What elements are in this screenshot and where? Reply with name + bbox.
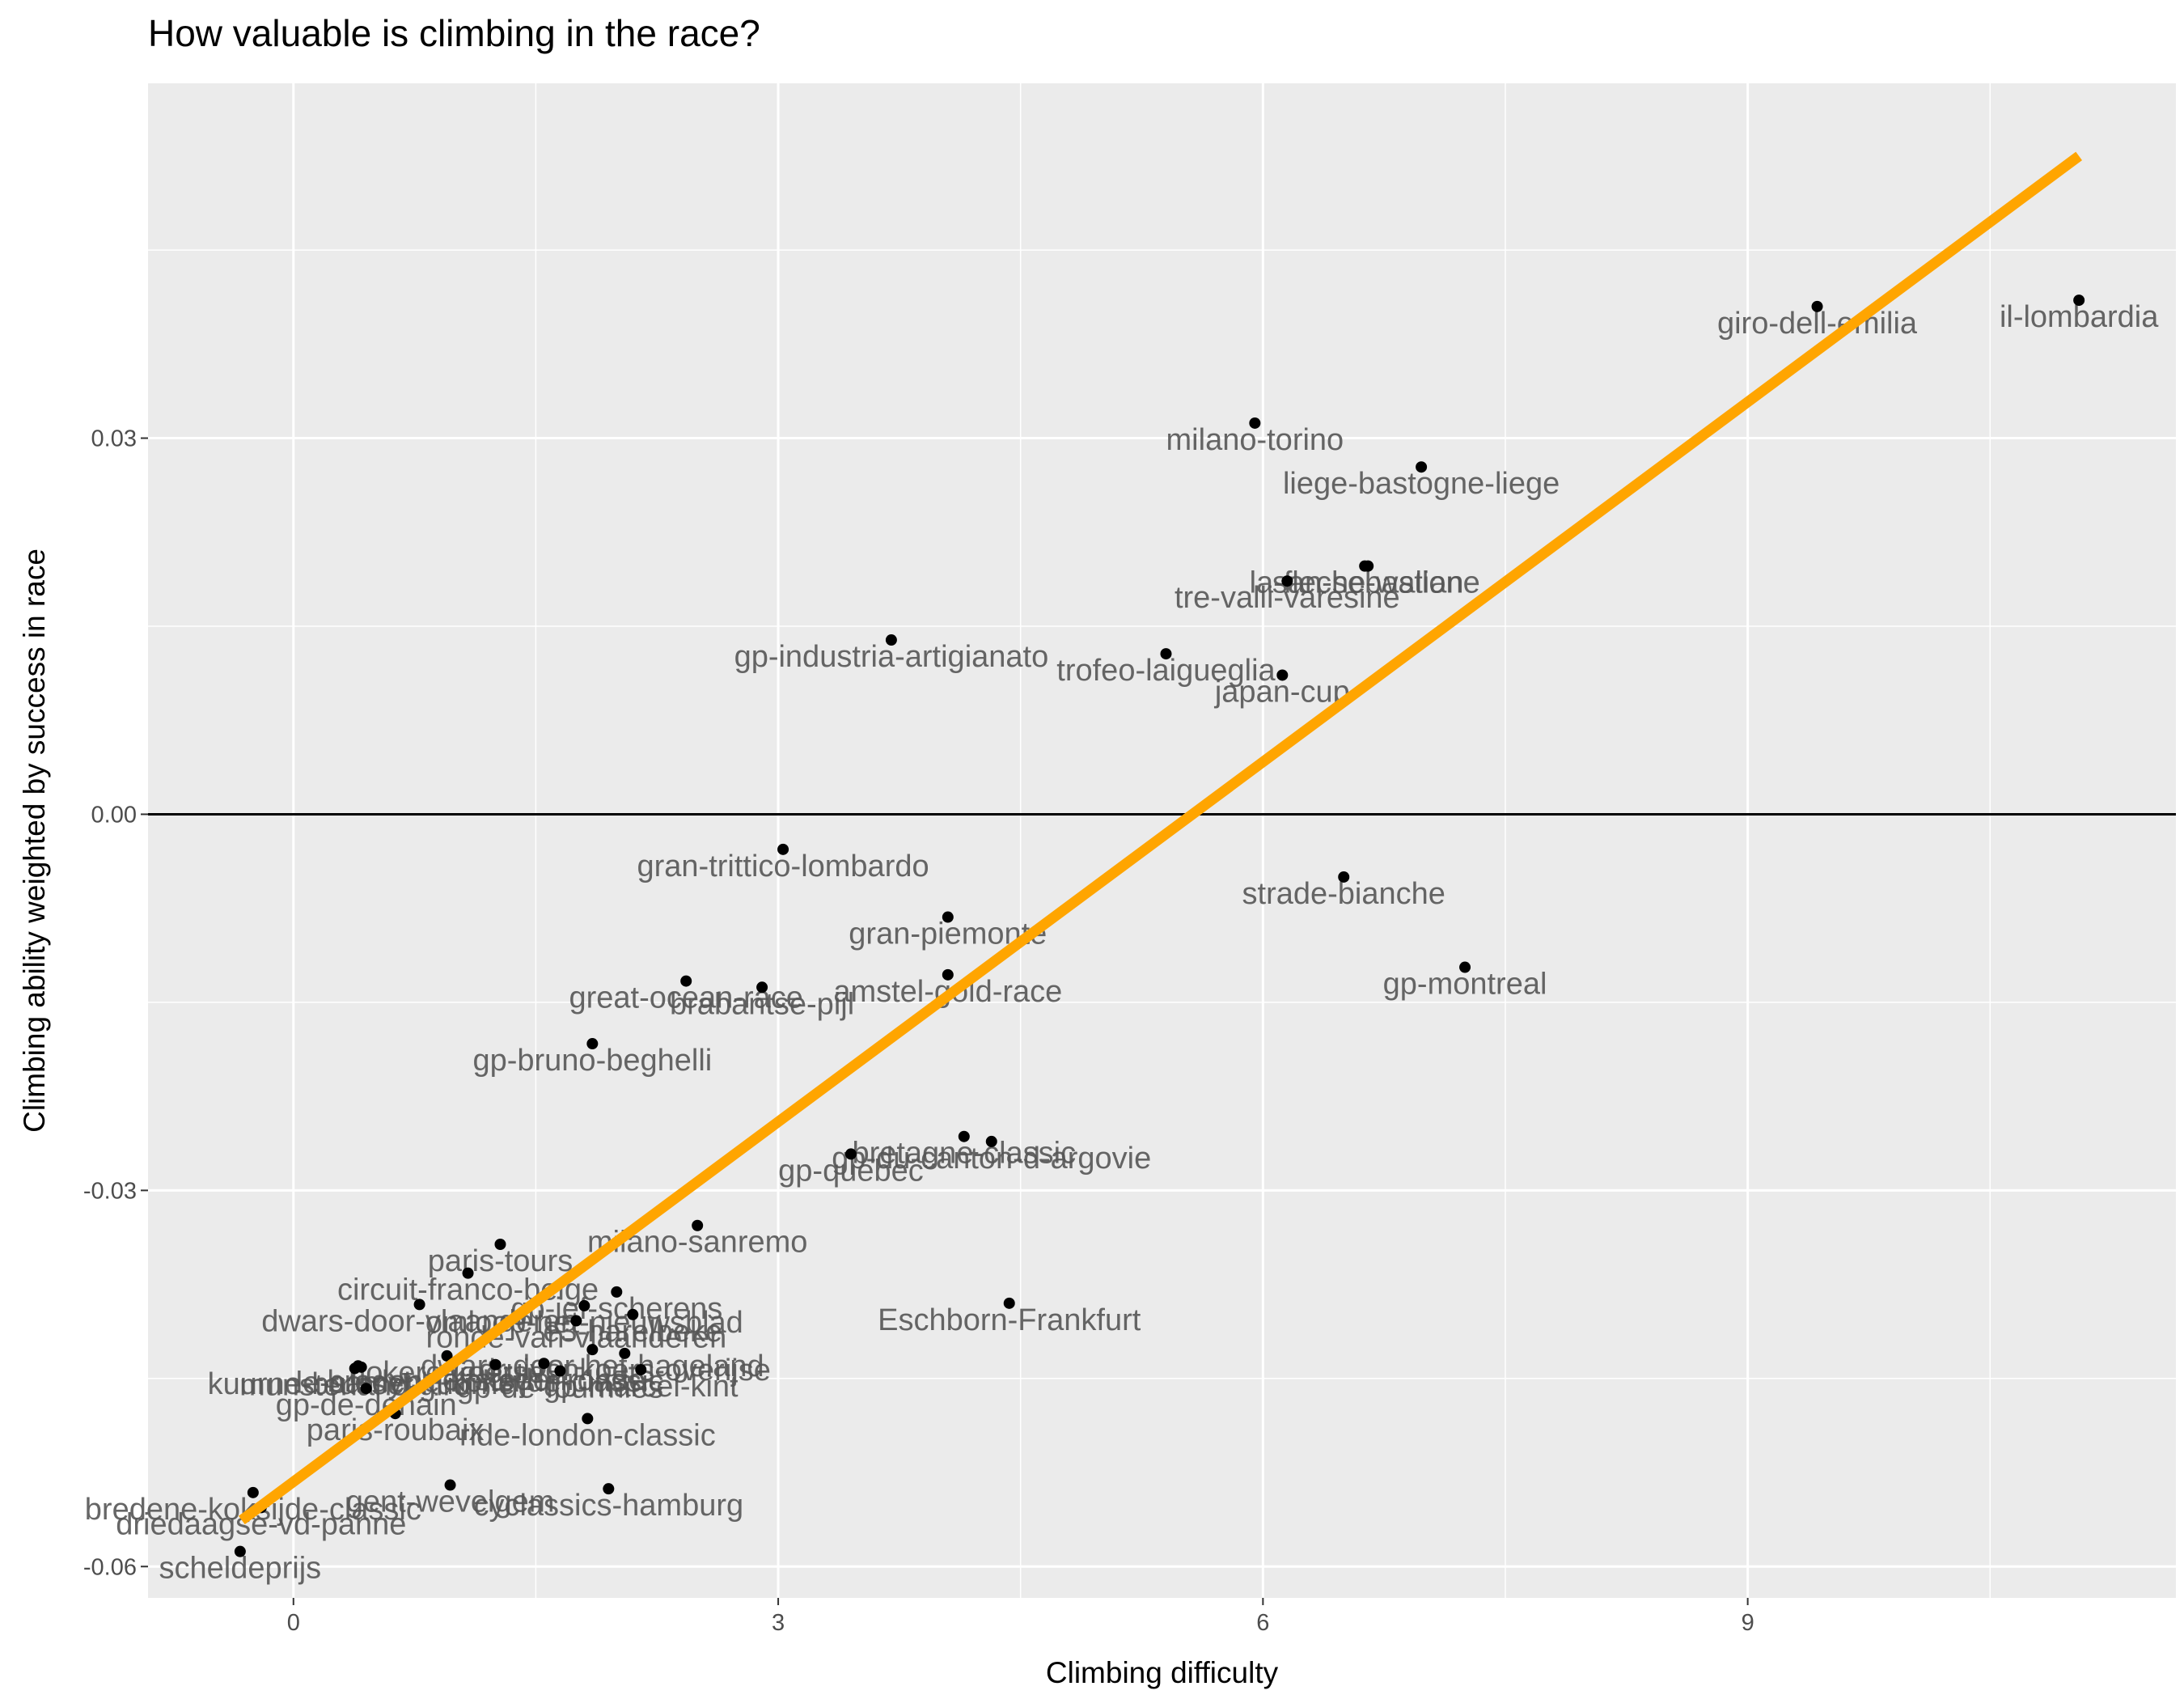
x-tick-label: 0 [287,1610,300,1636]
data-point [441,1349,453,1362]
data-point [1160,648,1172,660]
data-point [489,1358,502,1371]
x-axis-tick-labels: 0 3 6 9 [287,1610,1754,1636]
data-point [844,1148,857,1160]
data-point [1416,461,1428,473]
y-tick-label: 0.00 [91,802,137,828]
data-point [756,981,768,994]
data-point [942,968,954,981]
x-tick-label: 9 [1742,1610,1754,1636]
minor-gridlines [148,83,2176,1598]
data-point [462,1267,474,1279]
data-point [1281,575,1293,587]
y-axis-title: Climbing ability weighted by success in … [18,549,51,1133]
data-point [413,1299,425,1311]
data-points [234,294,2085,1557]
y-axis-tick-labels: -0.06 -0.03 0.00 0.03 [83,426,137,1581]
data-point [586,1344,599,1356]
y-tick-label: 0.03 [91,426,137,452]
axis-ticks [141,437,1749,1605]
data-point [247,1486,259,1498]
data-point [680,975,692,987]
data-point [570,1315,582,1327]
point-label: il-lombardia [2000,300,2159,334]
data-point [494,1238,506,1250]
data-point [1362,560,1374,572]
y-tick-label: -0.06 [83,1554,137,1580]
data-point [942,911,954,923]
data-point [692,1219,704,1231]
point-label: trofeo-laigueglia [1056,654,1276,688]
data-point [554,1365,566,1377]
trend-line [238,151,2083,1525]
x-tick-label: 3 [772,1610,785,1636]
chart-title: How valuable is climbing in the race? [148,12,760,54]
data-point [538,1358,550,1370]
point-label: Eschborn-Frankfurt [878,1303,1141,1337]
point-label: brabantse-pijl [670,987,854,1021]
point-label: omloop-het-nieuwsblad [425,1306,743,1340]
x-tick-label: 6 [1256,1610,1269,1636]
data-point [444,1479,456,1491]
data-point [360,1383,372,1395]
point-label: gp-de-denain [276,1388,457,1422]
point-label: ride-london-classic [459,1418,716,1452]
point-label: giro-dell-emilia [1717,307,1918,341]
data-point [611,1286,623,1298]
data-point [586,1038,599,1050]
data-point [234,1545,246,1557]
data-point [985,1135,997,1147]
data-point [635,1363,647,1375]
data-point [1459,961,1471,973]
data-point [1811,300,1823,312]
data-point [885,634,897,646]
data-point [958,1130,970,1142]
data-point [2073,294,2085,307]
data-point [1249,417,1261,429]
data-point [1003,1297,1015,1309]
data-point [627,1308,639,1320]
data-point [349,1362,361,1375]
data-point [578,1299,590,1311]
data-point [582,1413,594,1425]
data-point [1338,871,1350,883]
data-point [603,1483,615,1495]
point-label: japan-cup [1214,675,1350,709]
point-label: liege-bastogne-liege [1283,467,1560,501]
y-tick-label: -0.03 [83,1178,137,1204]
point-label: gp-marcel-kint [544,1370,739,1404]
x-axis-title: Climbing difficulty [1046,1656,1279,1689]
point-label: driedaagse-vd-panne [116,1507,406,1541]
data-point [619,1347,631,1359]
data-point [777,843,789,855]
data-point [1276,669,1289,681]
